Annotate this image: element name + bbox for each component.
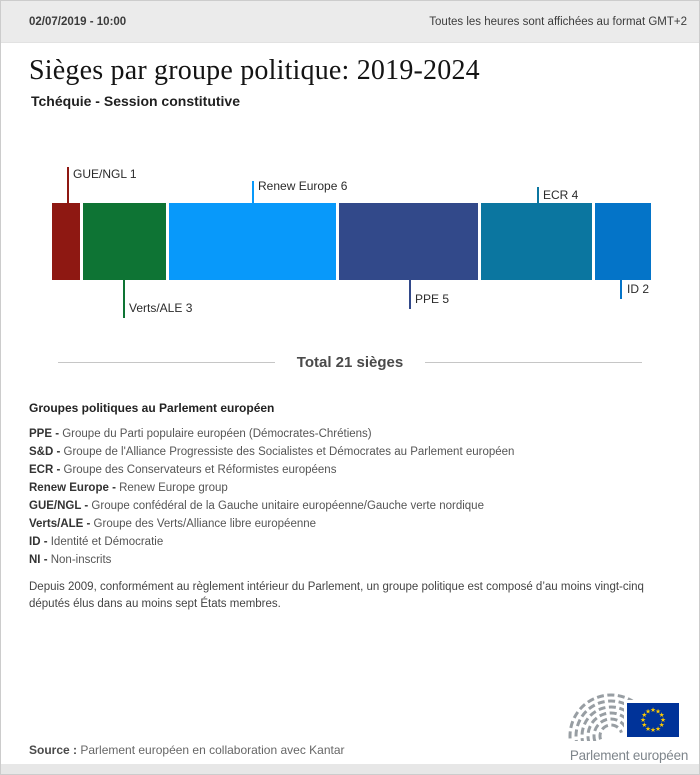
svg-text:★: ★ — [645, 708, 651, 716]
svg-text:★: ★ — [659, 711, 665, 719]
legend-entry: ID - Identité et Démocratie — [29, 536, 164, 548]
bar-segment-gue-ngl — [52, 203, 80, 280]
svg-text:★: ★ — [645, 725, 651, 733]
legend-entry: Verts/ALE - Groupe des Verts/Alliance li… — [29, 518, 317, 530]
datetime-label: 02/07/2019 - 10:00 — [29, 15, 127, 28]
legend-entry: PPE - Groupe du Parti populaire européen… — [29, 428, 372, 440]
callout-line-ppe — [409, 280, 411, 309]
callout-line-renew-europe — [252, 181, 254, 203]
callout-label-verts-ale: Verts/ALE 3 — [129, 301, 193, 315]
callout-line-verts-ale — [123, 280, 125, 318]
divider-line-left — [58, 362, 275, 363]
callout-line-ecr — [537, 187, 539, 203]
timezone-note: Toutes les heures sont affichées au form… — [429, 15, 687, 28]
callout-label-id: ID 2 — [627, 282, 650, 296]
callout-line-id — [620, 280, 622, 299]
legend-entry: ECR - Groupe des Conservateurs et Réform… — [29, 464, 337, 476]
total-seats-divider: Total 21 sièges — [58, 354, 642, 371]
callout-label-gue-ngl: GUE/NGL 1 — [73, 167, 137, 181]
page-subtitle: Tchéquie - Session constitutive — [31, 93, 241, 109]
svg-text:★: ★ — [660, 716, 666, 724]
legend-entries: PPE - Groupe du Parti populaire européen… — [29, 425, 671, 569]
bar-segment-renew-europe — [169, 203, 337, 280]
european-parliament-logo: ★ ★ ★ ★ ★ ★ ★ ★ ★ ★ ★ ★ Parlement européen — [567, 679, 691, 763]
logo-wordmark: Parlement européen — [569, 747, 689, 763]
svg-text:★: ★ — [650, 726, 656, 734]
source-label: Source : — [29, 743, 78, 757]
legend-entry: Renew Europe - Renew Europe group — [29, 482, 228, 494]
legend-entry: NI - Non-inscrits — [29, 554, 112, 566]
callout-label-ppe: PPE 5 — [415, 292, 450, 306]
svg-text:★: ★ — [641, 711, 647, 719]
legend-entry: GUE/NGL - Groupe confédéral de la Gauche… — [29, 500, 484, 512]
callout-label-renew-europe: Renew Europe 6 — [258, 179, 348, 193]
rules-note: Depuis 2009, conformément au règlement i… — [29, 581, 644, 610]
svg-text:★: ★ — [659, 721, 665, 729]
bar-segment-id — [595, 203, 651, 280]
legend-heading: Groupes politiques au Parlement européen — [29, 401, 275, 415]
stacked-seats-bar — [52, 203, 651, 280]
total-seats-label: Total 21 sièges — [296, 354, 404, 371]
svg-text:★: ★ — [655, 725, 661, 733]
source-text: Parlement européen en collaboration avec… — [80, 743, 345, 757]
page-title: Sièges par groupe politique: 2019-2024 — [29, 55, 480, 86]
source-line: Source : Parlement européen en collabora… — [29, 743, 345, 757]
hemicycle-eu-flag-icon: ★ ★★★★★★★★★★★ — [568, 693, 682, 750]
bottom-strip — [1, 764, 699, 774]
divider-line-right — [425, 362, 642, 363]
svg-text:★: ★ — [655, 708, 661, 716]
callout-label-ecr: ECR 4 — [543, 188, 579, 202]
bar-segment-verts-ale — [82, 203, 167, 280]
callout-line-gue-ngl — [67, 167, 69, 203]
topbar: 02/07/2019 - 10:00 Toutes les heures son… — [1, 1, 699, 43]
bar-segment-ppe — [339, 203, 479, 280]
svg-text:★: ★ — [640, 716, 646, 724]
bar-segment-ecr — [481, 203, 593, 280]
svg-text:★: ★ — [650, 706, 656, 714]
svg-text:★: ★ — [641, 721, 647, 729]
legend-entry: S&D - Groupe de l'Alliance Progressiste … — [29, 446, 515, 458]
